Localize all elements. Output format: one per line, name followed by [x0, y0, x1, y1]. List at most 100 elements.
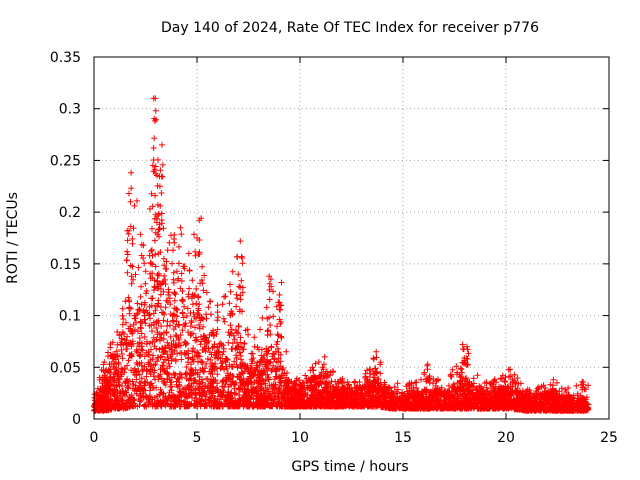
data-point: [137, 293, 144, 300]
data-point: [169, 317, 176, 324]
data-point: [189, 277, 196, 284]
data-point: [474, 385, 480, 391]
data-point: [491, 376, 498, 383]
data-point: [142, 379, 149, 386]
data-point: [157, 386, 164, 393]
data-point: [219, 351, 226, 358]
data-point: [189, 301, 196, 308]
chart-title: Day 140 of 2024, Rate Of TEC Index for r…: [161, 20, 539, 36]
data-point: [176, 260, 182, 267]
data-point: [228, 363, 235, 370]
data-point: [159, 345, 165, 352]
data-point: [239, 369, 245, 376]
data-point: [135, 264, 142, 271]
data-point: [119, 312, 126, 319]
data-point: [203, 289, 210, 296]
data-point: [302, 372, 309, 379]
data-point: [535, 384, 542, 391]
data-point: [164, 339, 171, 346]
data-point: [107, 352, 114, 359]
data-point: [132, 382, 139, 389]
data-point: [176, 243, 182, 250]
data-point: [163, 258, 170, 265]
data-point: [483, 384, 490, 391]
data-point: [198, 358, 205, 365]
data-point: [171, 290, 178, 297]
data-point: [161, 272, 168, 279]
data-point: [156, 346, 163, 353]
data-point: [116, 376, 123, 383]
data-point: [165, 289, 172, 296]
data-point: [200, 369, 207, 375]
data-point: [228, 346, 235, 352]
data-point: [158, 353, 165, 360]
data-point: [161, 262, 168, 269]
data-point: [138, 375, 145, 382]
data-point: [169, 260, 175, 267]
data-point: [167, 333, 174, 340]
data-point: [124, 362, 131, 369]
data-point: [172, 356, 179, 363]
data-point: [133, 372, 140, 379]
data-point: [183, 364, 190, 370]
data-point: [136, 352, 143, 359]
data-point: [141, 363, 148, 370]
data-point: [263, 304, 270, 311]
data-point: [200, 368, 207, 374]
data-point: [164, 323, 171, 329]
data-points: [91, 95, 592, 414]
data-point: [222, 293, 229, 300]
data-point: [149, 328, 155, 335]
data-point: [199, 379, 206, 386]
data-point: [179, 327, 186, 334]
data-point: [229, 268, 236, 275]
data-point: [123, 319, 129, 326]
data-point: [514, 375, 521, 382]
data-point: [137, 318, 144, 325]
data-point: [237, 296, 244, 303]
data-point: [150, 287, 157, 294]
data-point: [573, 382, 580, 389]
data-point: [191, 231, 197, 238]
data-point: [293, 375, 300, 382]
data-point: [170, 247, 176, 254]
data-point: [254, 385, 261, 391]
data-point: [327, 372, 334, 379]
data-point: [138, 283, 144, 290]
data-point: [162, 304, 169, 311]
data-point: [185, 355, 192, 362]
data-point: [274, 338, 281, 345]
data-point: [164, 247, 171, 254]
data-point: [170, 326, 177, 333]
data-point: [166, 363, 173, 370]
data-point: [585, 382, 592, 389]
data-point: [180, 314, 187, 321]
data-point: [377, 361, 384, 368]
data-point: [241, 340, 248, 347]
data-point: [203, 360, 210, 367]
data-point: [138, 325, 145, 332]
data-point: [120, 397, 126, 404]
data-point: [189, 356, 196, 363]
data-point: [141, 334, 148, 340]
data-point: [142, 268, 149, 275]
data-point: [119, 305, 126, 312]
data-point: [201, 272, 208, 279]
data-point: [193, 285, 200, 292]
data-point: [220, 315, 227, 322]
data-point: [137, 231, 144, 238]
data-point: [214, 380, 221, 387]
data-point: [238, 277, 245, 284]
data-point: [219, 301, 226, 308]
data-point: [412, 379, 419, 386]
data-point: [152, 192, 159, 199]
data-point: [132, 271, 139, 278]
data-point: [270, 313, 277, 320]
data-point: [259, 315, 266, 321]
data-point: [165, 342, 172, 349]
data-point: [262, 371, 269, 378]
data-point: [238, 356, 244, 363]
data-point: [125, 357, 132, 364]
data-point: [463, 375, 470, 381]
data-point: [221, 318, 228, 325]
